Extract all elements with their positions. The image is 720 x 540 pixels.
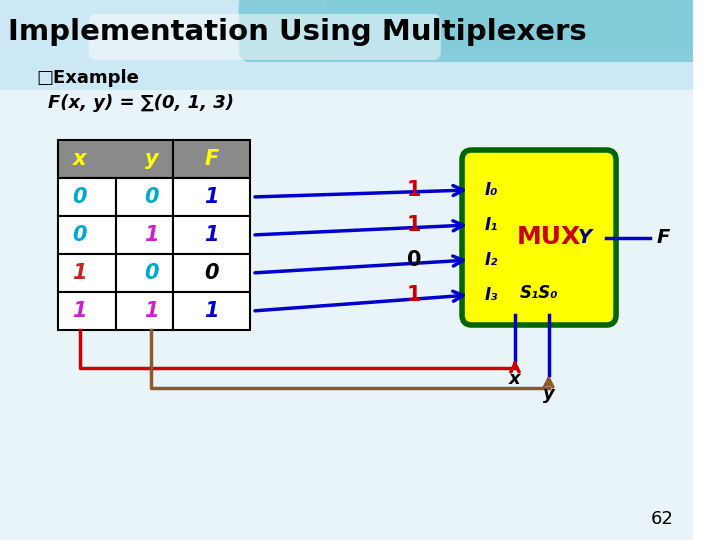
- Text: F: F: [657, 228, 670, 247]
- Text: x: x: [73, 149, 86, 169]
- FancyBboxPatch shape: [462, 150, 616, 325]
- Text: 1: 1: [204, 225, 219, 245]
- Text: Implementation Using Multiplexers: Implementation Using Multiplexers: [8, 18, 587, 46]
- Bar: [174, 292, 251, 330]
- Text: 62: 62: [651, 510, 674, 528]
- Text: I₃: I₃: [485, 286, 498, 304]
- Text: y: y: [543, 385, 554, 403]
- FancyBboxPatch shape: [239, 0, 705, 62]
- Bar: [58, 140, 174, 178]
- Text: F: F: [204, 149, 219, 169]
- Text: 1: 1: [204, 301, 219, 321]
- Text: 1: 1: [407, 180, 421, 200]
- Bar: [0, 0, 693, 90]
- FancyBboxPatch shape: [328, 0, 712, 50]
- Text: 1: 1: [73, 263, 87, 283]
- Bar: [174, 216, 251, 254]
- Bar: [174, 178, 251, 216]
- Text: MUX: MUX: [516, 226, 581, 249]
- Text: S₁S₀: S₁S₀: [520, 284, 558, 302]
- FancyBboxPatch shape: [89, 14, 441, 60]
- Bar: [0, 90, 693, 540]
- Text: I₁: I₁: [485, 216, 498, 234]
- Bar: [58, 292, 115, 330]
- Text: 0: 0: [73, 187, 87, 207]
- Bar: [58, 216, 115, 254]
- Text: x: x: [509, 370, 521, 388]
- Text: I₂: I₂: [485, 251, 498, 269]
- Text: 1: 1: [407, 285, 421, 305]
- Text: 1: 1: [407, 215, 421, 235]
- Bar: [174, 140, 251, 178]
- Text: 1: 1: [144, 225, 158, 245]
- Bar: [115, 254, 174, 292]
- Text: 0: 0: [144, 187, 158, 207]
- Text: □Example: □Example: [37, 69, 140, 87]
- Bar: [115, 292, 174, 330]
- Bar: [58, 178, 115, 216]
- Text: F(x, y) = ∑(0, 1, 3): F(x, y) = ∑(0, 1, 3): [48, 94, 234, 112]
- Text: 1: 1: [73, 301, 87, 321]
- Text: I₀: I₀: [485, 181, 498, 199]
- Text: 1: 1: [144, 301, 158, 321]
- Bar: [174, 254, 251, 292]
- Bar: [58, 254, 115, 292]
- Bar: [115, 216, 174, 254]
- Text: 0: 0: [144, 263, 158, 283]
- Text: 0: 0: [407, 250, 421, 270]
- Text: 1: 1: [204, 187, 219, 207]
- Text: y: y: [145, 149, 158, 169]
- Text: 0: 0: [73, 225, 87, 245]
- Text: Y: Y: [578, 228, 593, 247]
- Bar: [115, 178, 174, 216]
- Text: 0: 0: [204, 263, 219, 283]
